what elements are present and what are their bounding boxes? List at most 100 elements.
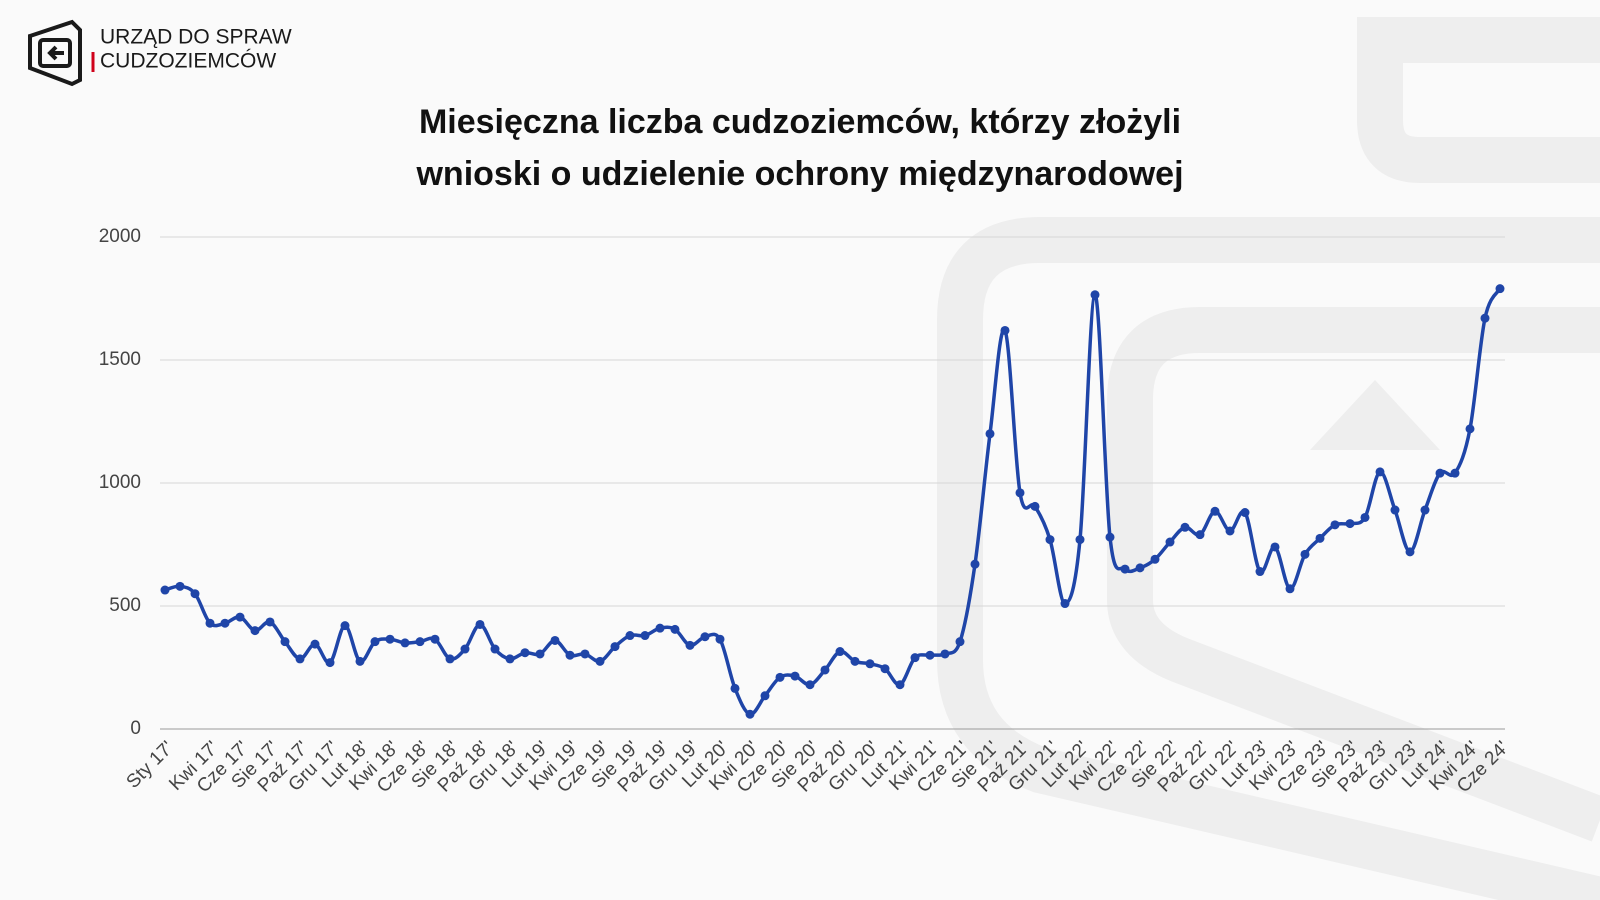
point — [835, 647, 845, 657]
watermark-arrow — [1310, 380, 1440, 450]
point — [205, 618, 215, 628]
point — [655, 623, 665, 633]
point — [1390, 505, 1400, 515]
point — [985, 429, 995, 439]
point — [700, 632, 710, 642]
point — [310, 639, 320, 649]
point — [1465, 424, 1475, 434]
point — [550, 635, 560, 645]
point — [1495, 284, 1505, 294]
point — [1360, 512, 1370, 522]
chart-title: Miesięczna liczba cudzoziemców, którzy z… — [416, 103, 1184, 193]
point — [850, 656, 860, 666]
point — [175, 581, 185, 591]
point — [730, 683, 740, 693]
point — [1435, 468, 1445, 478]
point — [715, 634, 725, 644]
point — [1270, 542, 1280, 552]
point — [340, 621, 350, 631]
point — [580, 649, 590, 659]
point — [925, 650, 935, 660]
point — [1135, 563, 1145, 573]
point — [760, 691, 770, 701]
point — [775, 672, 785, 682]
point — [1480, 313, 1490, 323]
point — [1030, 501, 1040, 511]
point — [370, 637, 380, 647]
point — [325, 658, 335, 668]
point — [235, 612, 245, 622]
point — [1405, 547, 1415, 557]
point — [820, 665, 830, 675]
point — [1450, 468, 1460, 478]
point — [880, 664, 890, 674]
point — [565, 650, 575, 660]
point — [685, 640, 695, 650]
point — [1090, 290, 1100, 300]
point — [610, 642, 620, 652]
point — [895, 680, 905, 690]
point — [490, 644, 500, 654]
logo — [28, 19, 82, 87]
point — [970, 559, 980, 569]
y-tick-label: 500 — [109, 595, 141, 616]
y-tick-label: 1000 — [99, 472, 141, 493]
point — [1015, 488, 1025, 498]
y-tick-label: 0 — [130, 718, 141, 739]
point — [640, 631, 650, 641]
point — [670, 624, 680, 634]
point — [445, 654, 455, 664]
point — [160, 585, 170, 595]
point — [1150, 554, 1160, 564]
point — [220, 618, 230, 628]
point — [505, 654, 515, 664]
point — [1000, 325, 1010, 335]
point — [1315, 533, 1325, 543]
point — [1195, 530, 1205, 540]
point — [1330, 520, 1340, 530]
point — [1375, 467, 1385, 477]
point — [1045, 535, 1055, 545]
point — [295, 654, 305, 664]
logo-line-2: CUDZOZIEMCÓW — [100, 50, 276, 73]
point — [1060, 599, 1070, 609]
point — [1180, 522, 1190, 532]
point — [1210, 506, 1220, 516]
point — [1240, 508, 1250, 518]
watermark — [937, 17, 1600, 900]
point — [430, 634, 440, 644]
point — [535, 649, 545, 659]
point — [355, 656, 365, 666]
point — [460, 644, 470, 654]
point — [625, 631, 635, 641]
point — [595, 656, 605, 666]
point — [1225, 526, 1235, 536]
y-tick-label: 1500 — [99, 349, 141, 370]
point — [190, 589, 200, 599]
point — [400, 638, 410, 648]
point — [1120, 564, 1130, 574]
logo-line-1: URZĄD DO SPRAW — [100, 26, 292, 49]
point — [1420, 505, 1430, 515]
point — [1075, 535, 1085, 545]
point — [1285, 584, 1295, 594]
point — [1300, 549, 1310, 559]
point — [280, 637, 290, 647]
point — [250, 626, 260, 636]
point — [415, 637, 425, 647]
point — [520, 648, 530, 658]
point — [1165, 537, 1175, 547]
point — [805, 680, 815, 690]
point — [940, 649, 950, 659]
point — [910, 653, 920, 663]
point — [790, 671, 800, 681]
point — [955, 637, 965, 647]
point — [1255, 567, 1265, 577]
y-tick-label: 2000 — [99, 226, 141, 247]
point — [865, 659, 875, 669]
point — [265, 617, 275, 627]
point — [385, 634, 395, 644]
point — [475, 619, 485, 629]
